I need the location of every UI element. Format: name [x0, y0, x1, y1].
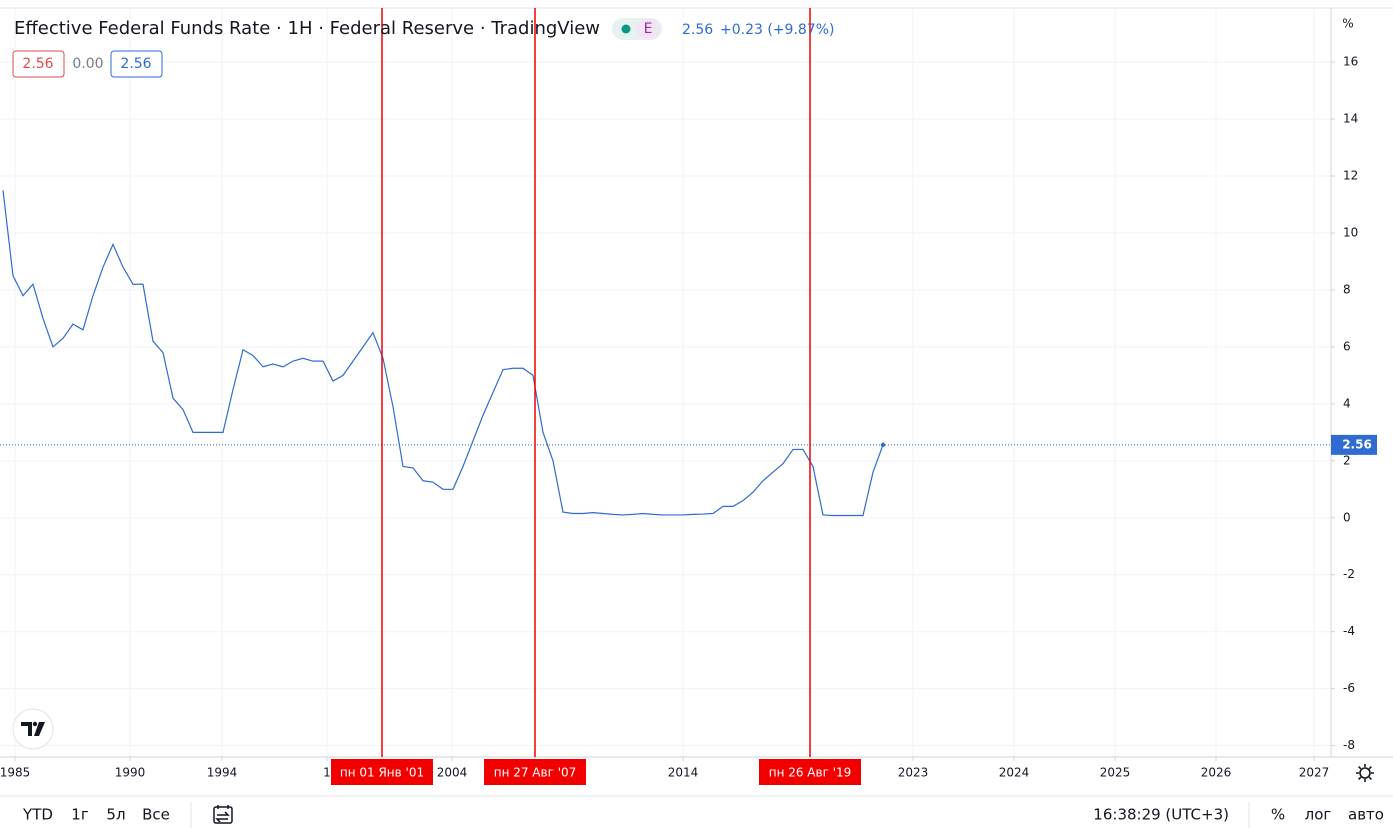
- option-button[interactable]: %: [1271, 806, 1285, 824]
- y-tick-label: -4: [1343, 624, 1355, 638]
- y-axis-unit: %: [1342, 17, 1353, 31]
- y-tick-label: 16: [1343, 55, 1358, 69]
- x-tick-label: 2004: [437, 766, 468, 780]
- input-value: 2.56: [120, 56, 151, 72]
- x-tick-label: 1985: [0, 766, 30, 780]
- chart-title: Effective Federal Funds Rate · 1H · Fede…: [14, 18, 600, 39]
- input-value: 2.56: [22, 56, 53, 72]
- y-tick-label: -8: [1343, 738, 1355, 752]
- marker-label: пн 26 Авг '19: [769, 766, 852, 780]
- change: +0.23 (+9.87%): [720, 22, 834, 38]
- price-label: 2.56: [1342, 437, 1372, 451]
- y-tick-label: 14: [1343, 112, 1358, 126]
- x-tick-label: 1994: [207, 766, 238, 780]
- y-tick-label: -6: [1343, 681, 1355, 695]
- y-tick-label: 12: [1343, 169, 1358, 183]
- y-tick-label: -2: [1343, 567, 1355, 581]
- toolbar: YTD 1г 5л Все 16:38:29 (UTC+3)% лог авто: [22, 806, 1384, 824]
- last-value: 2.56: [682, 22, 713, 38]
- settings-icon[interactable]: [1356, 764, 1374, 782]
- option-button[interactable]: лог: [1305, 806, 1332, 824]
- y-tick-label: 2: [1343, 453, 1351, 467]
- y-tick-label: 4: [1343, 396, 1351, 410]
- x-tick-label: 2023: [898, 766, 929, 780]
- axes: -8 -6 -4 -2 0 2 4 6 8 10 12 14 16 1985 1990 1994 1 2004 20…: [0, 55, 1377, 780]
- range-button[interactable]: YTD: [22, 806, 53, 824]
- grid: [0, 8, 1331, 757]
- date-range-icon[interactable]: [213, 805, 233, 824]
- clock[interactable]: 16:38:29 (UTC+3): [1093, 806, 1229, 824]
- y-tick-label: 0: [1343, 510, 1351, 524]
- x-tick-label: 1990: [115, 766, 146, 780]
- y-tick-label: 8: [1343, 282, 1351, 296]
- badge: E: [644, 21, 653, 37]
- range-button[interactable]: 1г: [71, 806, 89, 824]
- logo[interactable]: [12, 708, 54, 750]
- input-box[interactable]: [12, 50, 65, 78]
- x-tick-label: 2025: [1100, 766, 1131, 780]
- x-tick-label: 2014: [668, 766, 699, 780]
- input-box[interactable]: [110, 50, 163, 78]
- status-dot: [621, 24, 631, 34]
- marker-label: пн 27 Авг '07: [494, 766, 577, 780]
- x-tick-label: 2027: [1299, 766, 1330, 780]
- marker-label-bg: [759, 759, 861, 785]
- y-tick-label: 10: [1343, 225, 1358, 239]
- overlay: пн 01 Янв '01 пн 27 Авг '07 пн 26 Авг '19: [331, 8, 861, 785]
- marker-label-bg: [484, 759, 586, 785]
- range-button[interactable]: Все: [142, 806, 170, 824]
- series-line: [2, 190, 884, 517]
- y-tick-label: 6: [1343, 339, 1351, 353]
- marker-label-bg: [331, 759, 433, 785]
- input-value: 0.00: [72, 56, 103, 72]
- x-tick-label: 2024: [999, 766, 1030, 780]
- x-tick-label: 2026: [1201, 766, 1232, 780]
- badge-e-bg: [636, 19, 660, 39]
- price-label-bg: [1331, 434, 1377, 455]
- marker-label: пн 01 Янв '01: [340, 766, 424, 780]
- x-tick-label: 1: [323, 766, 331, 780]
- range-button[interactable]: 5л: [106, 806, 125, 824]
- option-button[interactable]: авто: [1348, 806, 1384, 824]
- plot: [0, 190, 1331, 517]
